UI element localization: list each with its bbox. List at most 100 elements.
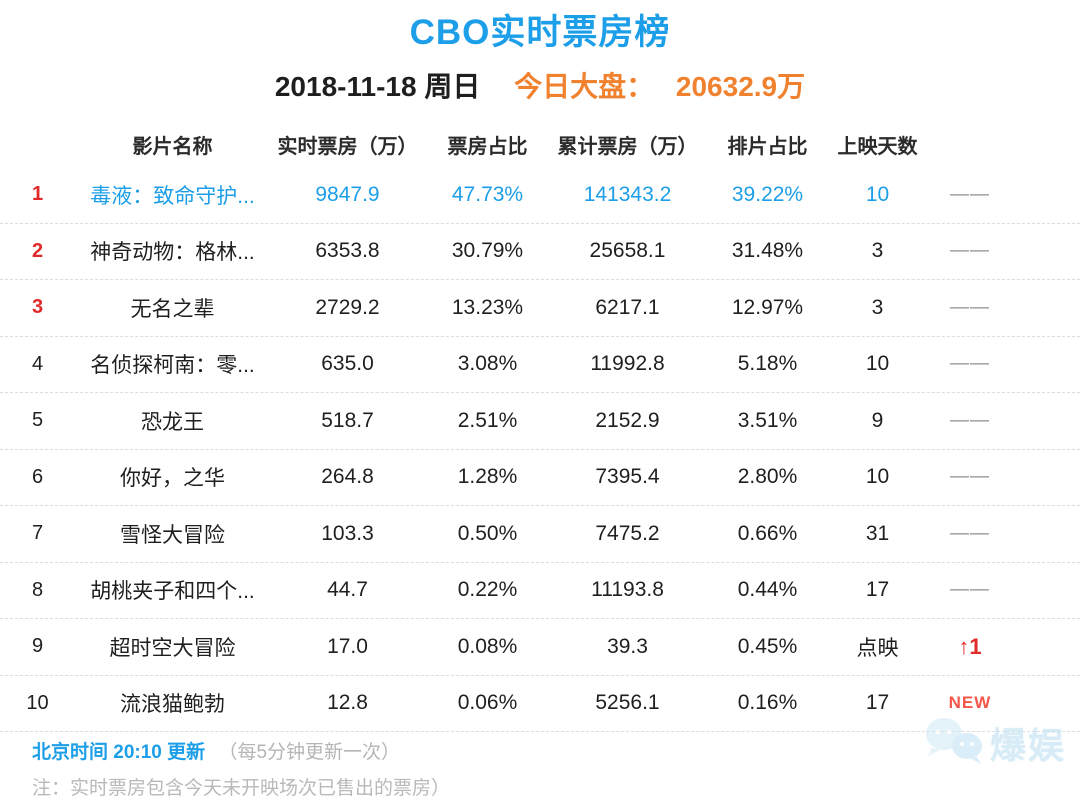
cell-days: 9 — [871, 408, 884, 432]
cell-screening: 0.45% — [737, 634, 798, 658]
cell-screening: 0.66% — [737, 521, 798, 545]
cell-rank: 3 — [31, 296, 44, 319]
header-realtime-box-office: 实时票房（万） — [277, 135, 418, 158]
cell-share: 3.08% — [457, 352, 518, 376]
update-status: 北京时间 20:10 更新 （每5分钟更新一次） — [32, 737, 400, 764]
cell-screening: 2.80% — [737, 465, 798, 489]
cell-realtime: 44.7 — [327, 578, 368, 602]
cell-realtime: 2729.2 — [315, 295, 380, 319]
cell-days: 3 — [871, 239, 884, 263]
cell-realtime: 518.7 — [321, 408, 374, 432]
cell-cumulative: 2152.9 — [595, 408, 660, 432]
footnote: 注：实时票房包含今天未开映场次已售出的票房） — [32, 778, 451, 796]
table-body: 1 毒液：致命守护... 9847.9 47.73% 141343.2 39.22% 10 —… — [0, 167, 1080, 732]
cell-rank: 2 — [31, 239, 44, 262]
cell-rank: 7 — [31, 522, 44, 545]
cell-days: 10 — [865, 352, 890, 376]
cell-days: 点映 — [856, 636, 899, 660]
cell-days: 10 — [865, 465, 890, 489]
daily-total-value: 20632.9万 — [675, 71, 806, 102]
cell-screening: 5.18% — [737, 352, 798, 376]
table-header-row: 影片名称 实时票房（万） 票房占比 累计票房（万） 排片占比 上映天数 — [0, 121, 1080, 167]
cell-share: 0.22% — [457, 578, 518, 602]
update-time: 北京时间 20:10 更新 — [32, 742, 206, 763]
cell-cumulative: 25658.1 — [589, 239, 666, 263]
header-days-released: 上映天数 — [837, 135, 918, 158]
cell-cumulative: 11992.8 — [590, 352, 665, 376]
cell-realtime: 17.0 — [327, 634, 368, 658]
cell-name: 无名之辈 — [130, 297, 215, 321]
trend-new-badge: NEW — [948, 693, 992, 713]
trend-no-change: —— — [950, 296, 990, 318]
cell-days: 31 — [865, 521, 890, 545]
cell-days: 17 — [865, 691, 890, 715]
table-row: 2 神奇动物：格林... 6353.8 30.79% 25658.1 31.48% 3 —— — [0, 224, 1080, 280]
cell-days: 3 — [871, 295, 884, 319]
cell-screening: 12.97% — [731, 295, 804, 319]
cell-name: 你好，之华 — [120, 467, 225, 491]
cell-share: 1.28% — [457, 465, 518, 489]
daily-total-label: 今日大盘： — [514, 71, 655, 102]
cell-cumulative: 141343.2 — [583, 182, 672, 206]
cell-realtime: 6353.8 — [315, 239, 380, 263]
page-title: CBO实时票房榜 — [409, 13, 671, 52]
cell-realtime: 264.8 — [321, 465, 374, 489]
cell-cumulative: 7395.4 — [595, 465, 660, 489]
cell-cumulative: 5256.1 — [595, 691, 660, 715]
header-movie-name: 影片名称 — [132, 135, 213, 158]
cell-screening: 39.22% — [731, 182, 804, 206]
header-box-office-share: 票房占比 — [447, 135, 528, 158]
trend-no-change: —— — [950, 183, 990, 205]
cell-name: 神奇动物：格林... — [90, 241, 255, 265]
update-frequency: （每5分钟更新一次） — [218, 742, 401, 763]
table-row: 4 名侦探柯南：零... 635.0 3.08% 11992.8 5.18% 10 —— — [0, 337, 1080, 393]
cell-name: 超时空大冒险 — [109, 636, 236, 660]
cell-rank: 1 — [31, 183, 44, 206]
cell-share: 2.51% — [457, 408, 518, 432]
table-row: 7 雪怪大冒险 103.3 0.50% 7475.2 0.66% 31 —— — [0, 506, 1080, 563]
cell-realtime: 12.8 — [327, 691, 368, 715]
cell-share: 47.73% — [451, 182, 524, 206]
trend-no-change: —— — [950, 466, 990, 488]
header-cumulative-box-office: 累计票房（万） — [557, 135, 698, 158]
table-row: 5 恐龙王 518.7 2.51% 2152.9 3.51% 9 —— — [0, 393, 1080, 450]
table-row: 3 无名之辈 2729.2 13.23% 6217.1 12.97% 3 —— — [0, 280, 1080, 337]
header-screening-share: 排片占比 — [727, 135, 808, 158]
cell-name: 毒液：致命守护... — [90, 184, 255, 208]
table-row: 10 流浪猫鲍勃 12.8 0.06% 5256.1 0.16% 17 NEW — [0, 676, 1080, 732]
cell-realtime: 635.0 — [321, 352, 374, 376]
cell-rank: 10 — [26, 691, 49, 714]
cell-rank: 4 — [31, 352, 44, 375]
cell-name: 流浪猫鲍勃 — [120, 693, 225, 717]
cell-screening: 0.16% — [737, 691, 798, 715]
table-row: 6 你好，之华 264.8 1.28% 7395.4 2.80% 10 —— — [0, 450, 1080, 506]
table-row: 8 胡桃夹子和四个... 44.7 0.22% 11193.8 0.44% 17 —— — [0, 563, 1080, 619]
table-row: 9 超时空大冒险 17.0 0.08% 39.3 0.45% 点映 ↑1 — [0, 619, 1080, 676]
cell-cumulative: 11193.8 — [591, 578, 664, 602]
cell-name: 名侦探柯南：零... — [90, 354, 255, 378]
cell-share: 13.23% — [451, 295, 524, 319]
cell-days: 17 — [865, 578, 890, 602]
date-label: 2018-11-18 周日 — [274, 71, 481, 102]
box-office-table: 影片名称 实时票房（万） 票房占比 累计票房（万） 排片占比 上映天数 1 毒液：… — [0, 121, 1080, 732]
cell-screening: 31.48% — [731, 239, 804, 263]
cell-screening: 0.44% — [737, 578, 798, 602]
cell-share: 0.08% — [457, 634, 518, 658]
cell-cumulative: 7475.2 — [595, 521, 660, 545]
cell-rank: 9 — [31, 635, 44, 658]
subtitle: 2018-11-18 周日 今日大盘： 20632.9万 — [0, 65, 1080, 105]
trend-no-change: —— — [950, 353, 990, 375]
cell-rank: 8 — [31, 578, 44, 601]
cell-cumulative: 6217.1 — [595, 295, 660, 319]
wechat-logo-icon — [922, 712, 988, 773]
watermark-text: 爆娱 — [989, 724, 1066, 766]
cell-screening: 3.51% — [737, 408, 798, 432]
cell-rank: 5 — [31, 409, 44, 432]
cell-share: 0.50% — [457, 521, 518, 545]
trend-up-badge: ↑1 — [958, 633, 982, 659]
cell-cumulative: 39.3 — [607, 634, 648, 658]
table-row: 1 毒液：致命守护... 9847.9 47.73% 141343.2 39.22% 10 —… — [0, 167, 1080, 224]
cell-name: 胡桃夹子和四个... — [90, 580, 255, 604]
trend-no-change: —— — [950, 579, 990, 601]
cell-days: 10 — [865, 182, 890, 206]
